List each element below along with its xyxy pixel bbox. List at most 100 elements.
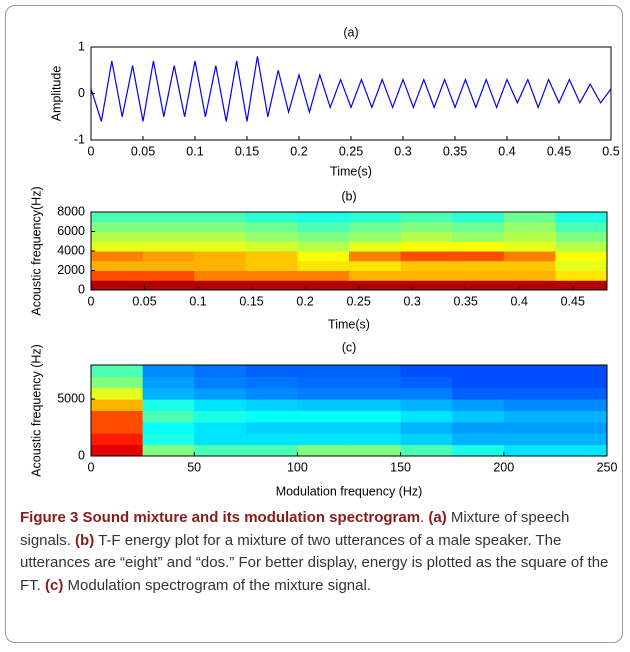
- caption: Figure 3 Sound mixture and its modulatio…: [20, 507, 620, 597]
- heat-cell: [400, 270, 453, 281]
- heat-cell: [142, 444, 195, 457]
- heat-cell: [503, 421, 556, 434]
- heat-cell: [452, 270, 505, 281]
- heat-cell: [400, 280, 453, 291]
- x-tick-label: 0.25: [346, 294, 370, 308]
- heat-cell: [245, 251, 298, 262]
- heat-cell: [245, 399, 298, 411]
- heat-cell: [400, 231, 453, 242]
- heat-cell: [555, 365, 608, 377]
- caption-text: Modulation spectrogram of the mixture si…: [63, 576, 372, 594]
- heat-cell: [400, 387, 453, 400]
- heat-cell: [91, 399, 144, 411]
- heat-cell: [452, 241, 505, 252]
- heat-cell: [297, 376, 350, 389]
- heat-cell: [142, 387, 195, 400]
- heat-cell: [91, 221, 144, 232]
- x-tick-label: 0.35: [443, 144, 467, 158]
- heat-cell: [142, 365, 195, 377]
- heat-cell: [142, 280, 195, 291]
- heat-cell: [245, 221, 298, 232]
- heat-cell: [400, 251, 453, 262]
- x-tick-label: 0.35: [454, 294, 478, 308]
- heat-cell: [194, 270, 247, 281]
- heat-cell: [91, 241, 144, 252]
- heat-cell: [349, 376, 402, 389]
- heat-cell: [91, 212, 144, 223]
- x-tick-label: 0.2: [296, 294, 313, 308]
- y-axis-label: Amplitude: [49, 66, 63, 122]
- heat-cell: [91, 280, 144, 291]
- heat-cell: [91, 231, 144, 242]
- y-tick-label: 4000: [57, 243, 85, 257]
- heat-cell: [245, 365, 298, 377]
- heat-cell: [503, 376, 556, 389]
- heat-cell: [555, 241, 608, 252]
- heat-cell: [400, 444, 453, 457]
- heat-cell: [503, 260, 556, 271]
- heat-cell: [400, 221, 453, 232]
- y-tick-label: 0: [78, 282, 85, 296]
- heat-cell: [194, 433, 247, 446]
- heat-cell: [245, 231, 298, 242]
- x-tick-label: 0.05: [131, 144, 155, 158]
- x-tick-label: 250: [597, 460, 618, 474]
- x-tick-label: 0.4: [511, 294, 528, 308]
- heat-cell: [194, 221, 247, 232]
- heat-cell: [245, 270, 298, 281]
- x-tick-label: 0: [88, 460, 95, 474]
- heat-cell: [142, 241, 195, 252]
- caption-bold: Figure 3 Sound mixture and its modulatio…: [20, 509, 421, 526]
- x-tick-label: 0.3: [403, 294, 420, 308]
- x-axis-label: Time(s): [328, 317, 370, 331]
- caption-text: Mixture of speech signals.: [20, 509, 570, 549]
- heat-cell: [245, 212, 298, 223]
- heat-cell: [503, 280, 556, 291]
- heat-cell: [349, 270, 402, 281]
- heat-cell: [91, 421, 144, 434]
- heat-cell: [503, 399, 556, 411]
- heat-cell: [245, 260, 298, 271]
- heat-cell: [400, 376, 453, 389]
- heat-cell: [503, 410, 556, 423]
- figure: 0 0.05 0.1 0.15 0.2 0.25 0.3 0.35 0.4 0.45 0.5-101…: [29, 25, 619, 498]
- heat-cell: [555, 280, 608, 291]
- heat-cell: [349, 280, 402, 291]
- heat-cell: [194, 251, 247, 262]
- heat-cell: [245, 410, 298, 423]
- heat-cell: [452, 260, 505, 271]
- y-axis-label: Acoustic frequency(Hz): [29, 186, 43, 315]
- heat-cell: [142, 421, 195, 434]
- heat-cell: [245, 444, 298, 457]
- heat-cell: [349, 444, 402, 457]
- heat-cell: [142, 260, 195, 271]
- x-tick-label: 0.4: [498, 144, 515, 158]
- y-tick-label: 5000: [57, 391, 85, 405]
- heat-cell: [142, 410, 195, 423]
- heat-cell: [400, 399, 453, 411]
- heat-cell: [452, 365, 505, 377]
- y-tick-label: 0: [78, 448, 85, 462]
- heat-cell: [91, 444, 144, 457]
- x-tick-label: 0.1: [186, 144, 203, 158]
- heat-cell: [194, 241, 247, 252]
- heat-cell: [452, 376, 505, 389]
- y-tick-label: 6000: [57, 224, 85, 238]
- heat-cell: [349, 410, 402, 423]
- heat-cell: [400, 260, 453, 271]
- heat-cell: [349, 387, 402, 400]
- heat-cell: [503, 387, 556, 400]
- heat-cell: [452, 251, 505, 262]
- heat-cell: [297, 260, 350, 271]
- heat-cell: [297, 241, 350, 252]
- heat-cell: [194, 387, 247, 400]
- panel-title: (b): [341, 189, 356, 203]
- heat-cell: [142, 270, 195, 281]
- heat-cell: [503, 251, 556, 262]
- heat-cell: [503, 365, 556, 377]
- heat-cell: [297, 270, 350, 281]
- heat-cell: [452, 280, 505, 291]
- heat-cell: [400, 433, 453, 446]
- heat-cell: [91, 387, 144, 400]
- heat-cell: [91, 260, 144, 271]
